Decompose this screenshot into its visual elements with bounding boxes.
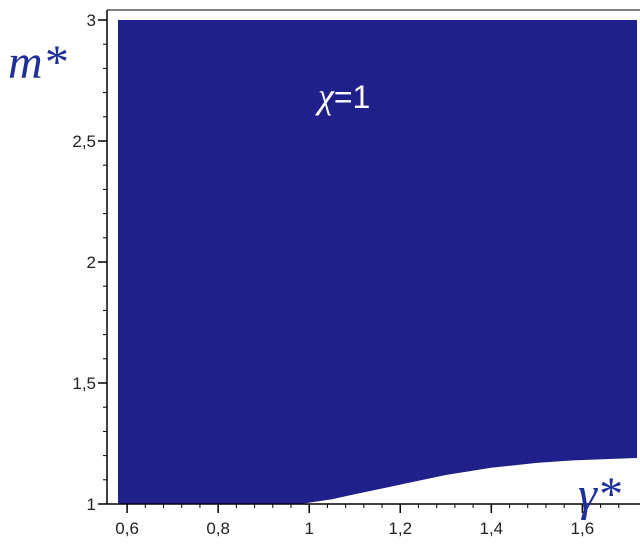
plot-area — [118, 20, 637, 504]
y-tick-label: 1,5 — [72, 374, 96, 393]
y-tick-label: 1 — [87, 495, 96, 514]
x-tick-label: 1,6 — [571, 519, 595, 538]
chi-region — [118, 20, 637, 504]
x-tick-label: 0,6 — [115, 519, 139, 538]
labels: m* γ* χ=1 — [8, 36, 621, 521]
y-tick-label: 3 — [87, 11, 96, 30]
annotation-label: χ=1 — [315, 76, 370, 116]
x-tick-label: 0,8 — [206, 519, 230, 538]
x-tick-label: 1,2 — [388, 519, 412, 538]
annotation-value: =1 — [334, 79, 370, 115]
axes: 0,6 0,8 1 1,2 1,4 1,6 1 1,5 2 2,5 3 — [72, 9, 640, 538]
x-tick-label: 1 — [304, 519, 313, 538]
x-tick-label: 1,4 — [479, 519, 503, 538]
y-tick-label: 2 — [87, 253, 96, 272]
annotation-symbol: χ — [315, 76, 335, 116]
y-tick-label: 2,5 — [72, 132, 96, 151]
x-axis-label: γ* — [578, 468, 621, 521]
y-axis-label: m* — [8, 36, 67, 89]
